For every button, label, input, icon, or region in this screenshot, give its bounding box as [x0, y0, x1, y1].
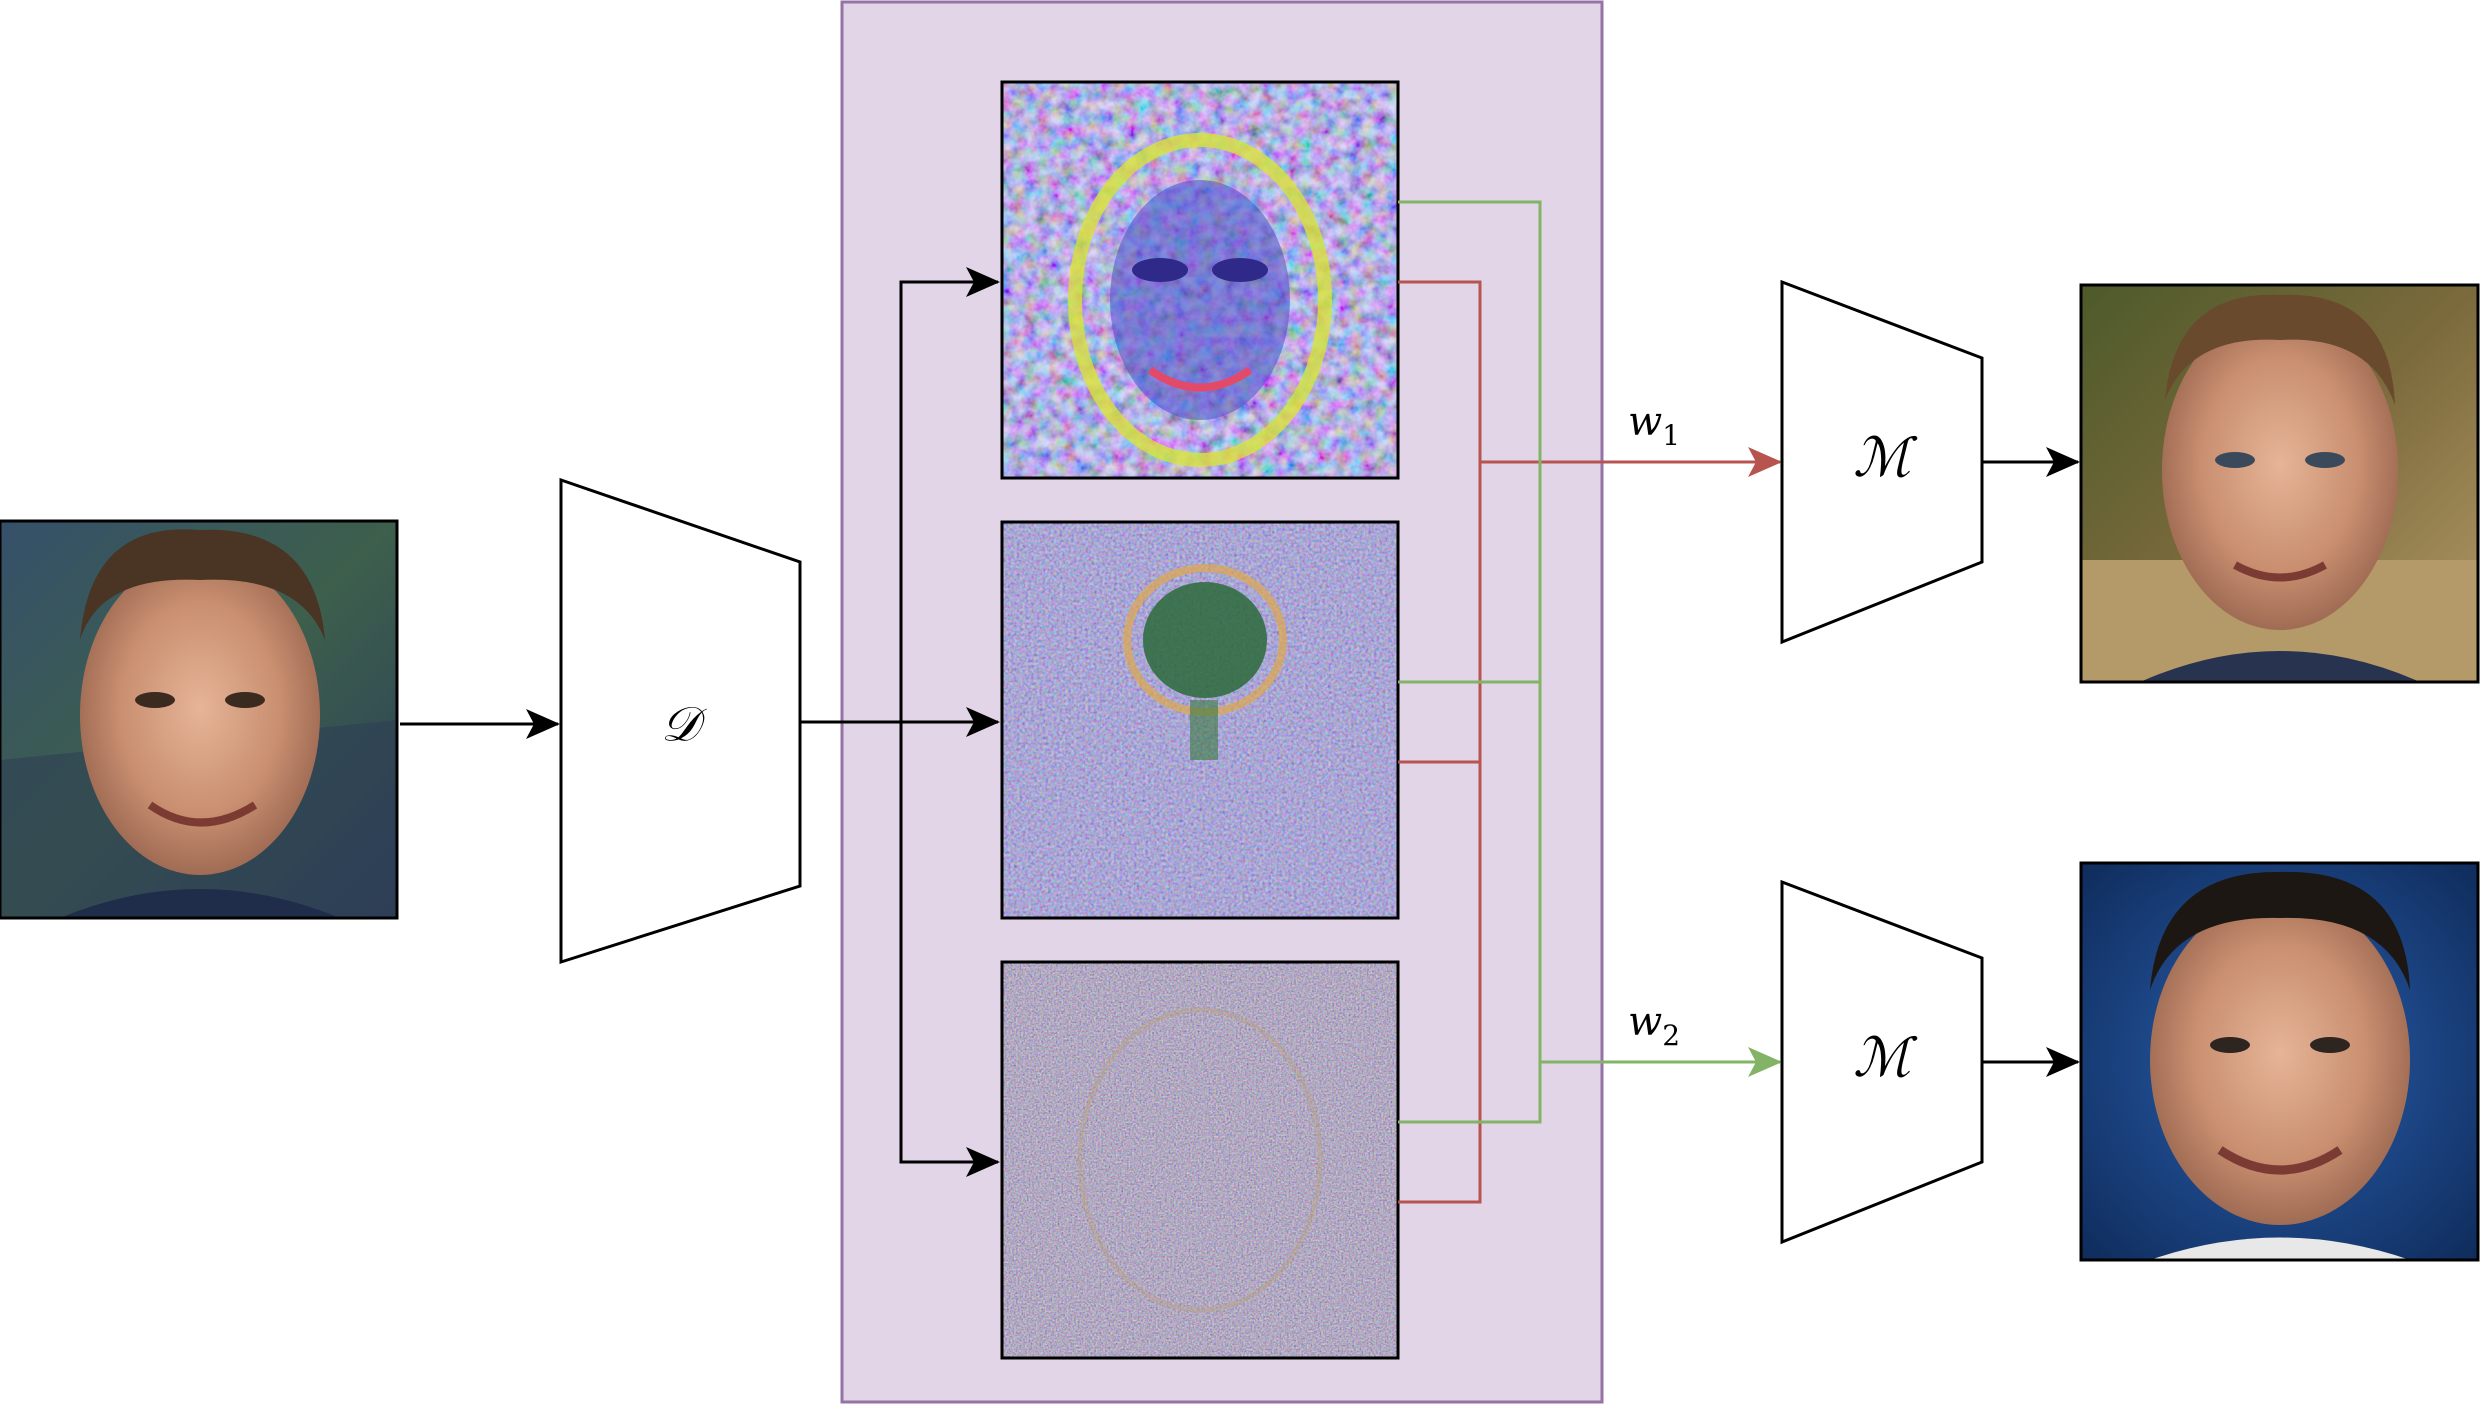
feature-map-3: [1000, 960, 1400, 1360]
input-face-image: [0, 519, 399, 920]
encoder-block: [559, 477, 802, 965]
output-face-top-image: [2079, 283, 2480, 684]
mapper-bottom-symbol: ℳ: [1853, 1026, 1918, 1089]
mapper-top-block: [1780, 279, 1984, 645]
mapper-bottom-block: [1780, 879, 1984, 1245]
feature-map-1: [1000, 80, 1400, 480]
edge-label-w2: w2: [1628, 999, 1680, 1052]
feature-map-2: [1000, 520, 1400, 920]
edge-label-w1: w1: [1628, 399, 1680, 452]
output-face-bottom-image: [2079, 861, 2480, 1262]
mapper-top-symbol: ℳ: [1853, 426, 1918, 489]
encoder-output-connectors: [801, 267, 1000, 1177]
